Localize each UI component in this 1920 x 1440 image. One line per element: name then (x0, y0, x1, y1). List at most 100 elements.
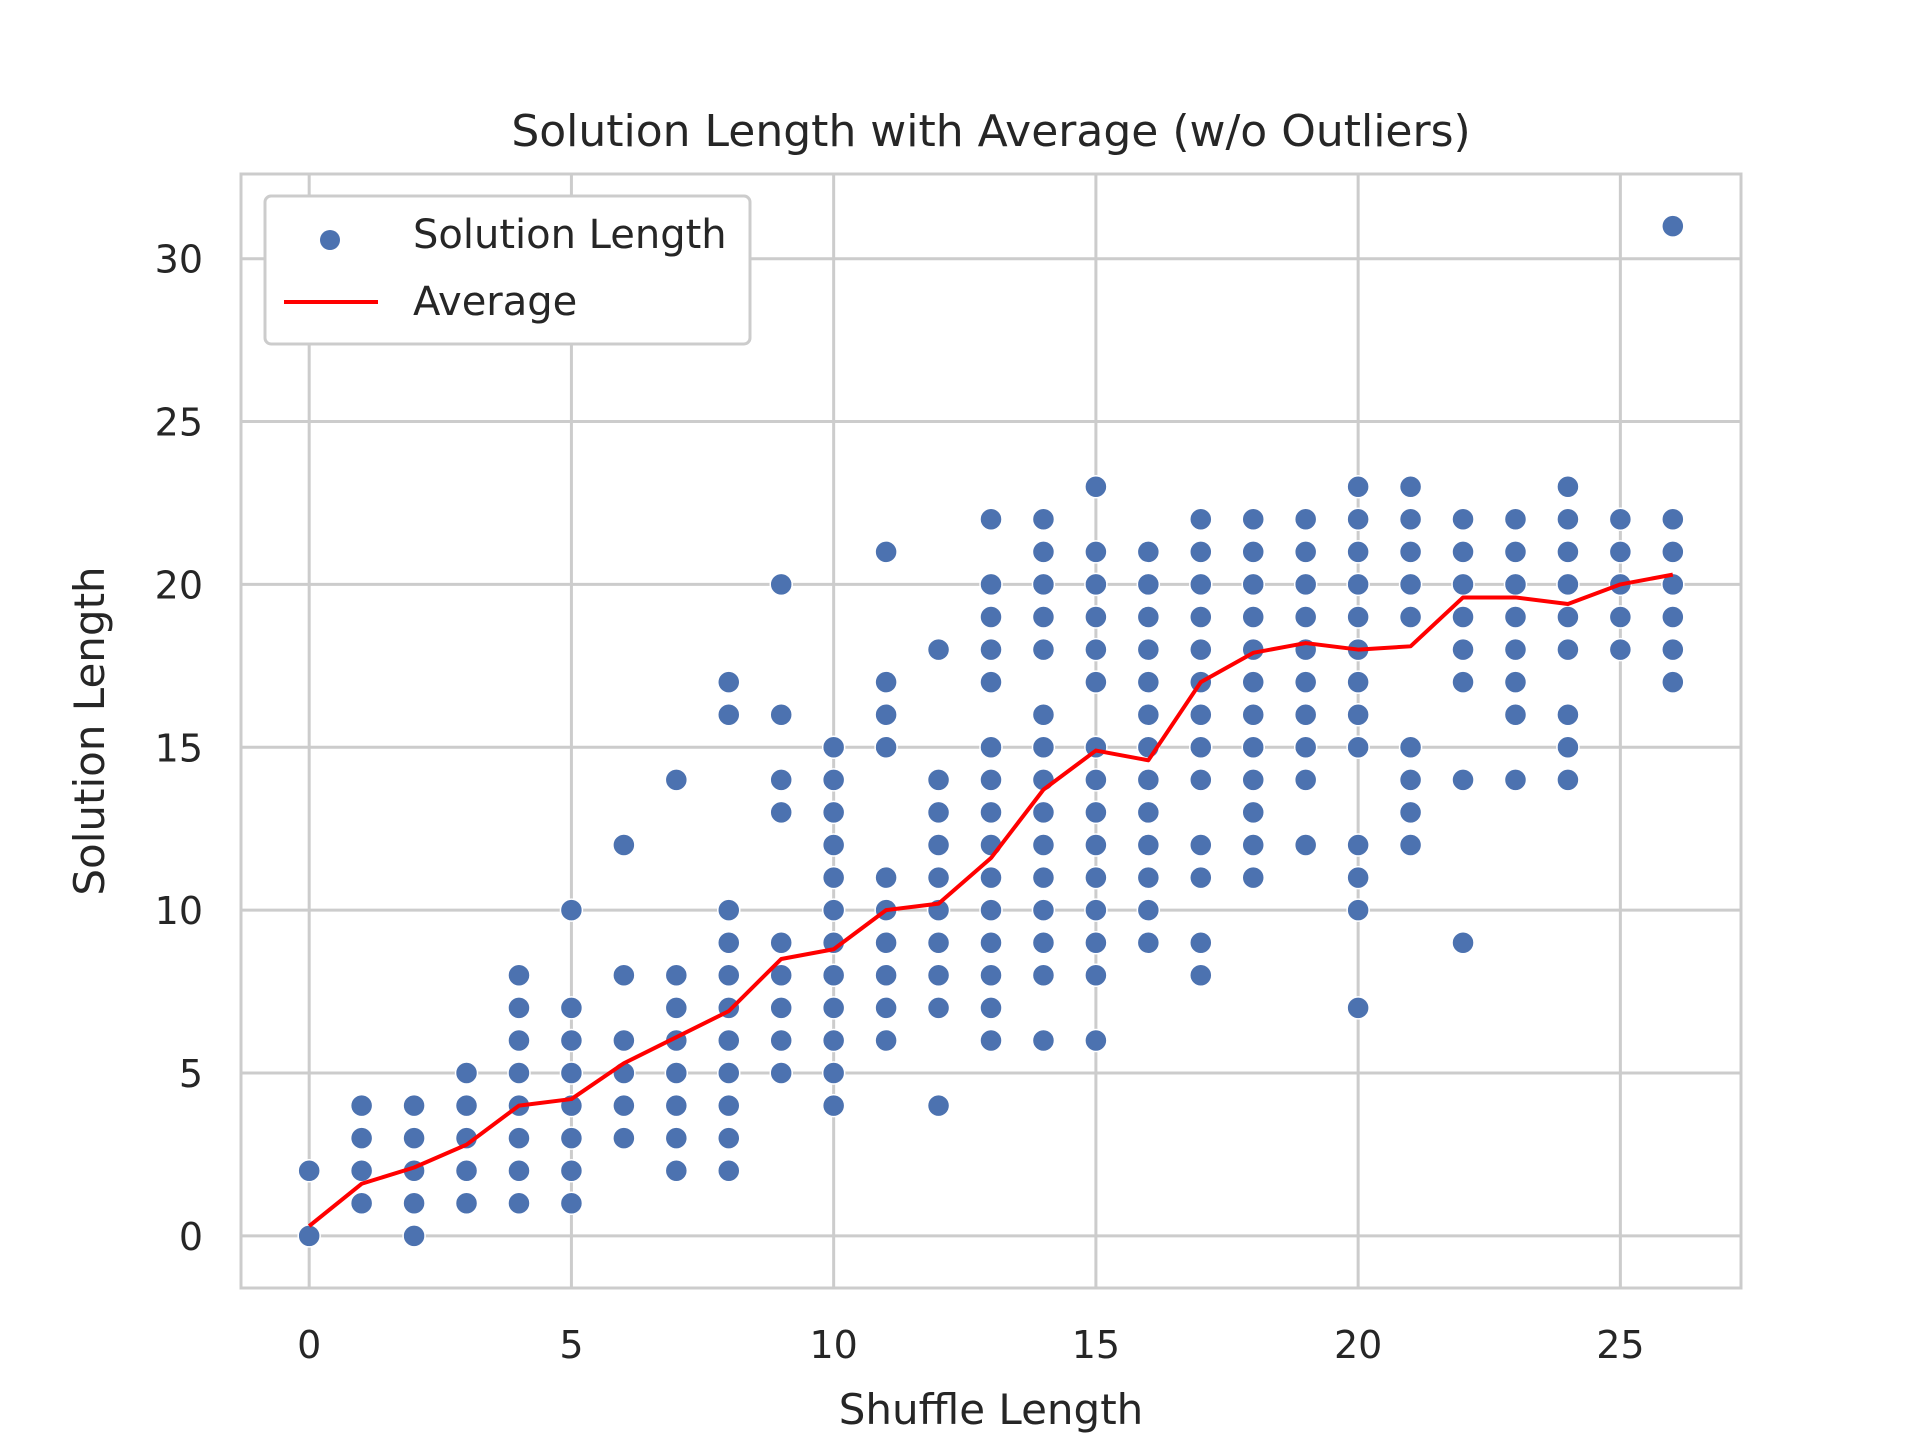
scatter-point (1503, 637, 1528, 662)
scatter-point (1398, 474, 1423, 499)
y-axis-label: Solution Length (65, 566, 114, 895)
scatter-point (717, 1061, 741, 1085)
scatter-point (1031, 507, 1056, 532)
y-tick-label-0: 0 (179, 1215, 203, 1259)
scatter-point (1398, 572, 1423, 597)
scatter-point (769, 702, 793, 727)
scatter-point (717, 963, 741, 988)
scatter-point (1398, 507, 1423, 532)
scatter-point (874, 540, 898, 564)
scatter-point (1084, 572, 1108, 597)
scatter-point (769, 963, 793, 988)
scatter-point (1136, 833, 1161, 857)
scatter-point (1398, 735, 1423, 760)
scatter-point (559, 1191, 584, 1216)
scatter-point (559, 1061, 584, 1085)
scatter-point (664, 1061, 689, 1085)
y-tick-label-5: 5 (179, 1052, 203, 1096)
x-tick-label-15: 15 (1072, 1323, 1120, 1367)
scatter-point (874, 670, 898, 694)
scatter-point (1503, 540, 1528, 564)
scatter-point (1031, 735, 1056, 760)
scatter-point (769, 572, 793, 597)
scatter-point (1293, 735, 1318, 760)
scatter-point (769, 1061, 793, 1085)
scatter-point (559, 1126, 584, 1150)
scatter-point (1084, 865, 1108, 890)
scatter-point (1241, 833, 1265, 857)
scatter-point (1346, 898, 1370, 922)
scatter-point (1556, 702, 1580, 727)
scatter-point (1661, 670, 1685, 694)
legend: Solution Length Average (263, 194, 752, 346)
scatter-point (1451, 930, 1475, 955)
scatter-point (1293, 605, 1318, 629)
scatter-point (1293, 833, 1318, 857)
scatter-point (1346, 474, 1370, 499)
scatter-point (612, 963, 636, 988)
scatter-point (1189, 637, 1213, 662)
scatter-point (1189, 833, 1213, 857)
scatter-point (1451, 768, 1475, 792)
scatter-point (1556, 540, 1580, 564)
scatter-point (507, 996, 531, 1020)
scatter-point (1189, 768, 1213, 792)
scatter-point (821, 768, 846, 792)
scatter-point (1346, 507, 1370, 532)
scatter-point (1398, 540, 1423, 564)
scatter-point (1346, 996, 1370, 1020)
legend-box (263, 194, 752, 346)
scatter-point (1398, 833, 1423, 857)
scatter-point (1661, 605, 1685, 629)
chart-title: Solution Length with Average (w/o Outlie… (511, 106, 1470, 157)
scatter-point (1346, 833, 1370, 857)
scatter-point (1241, 507, 1265, 532)
y-tick-label-15: 15 (155, 726, 203, 770)
scatter-point (612, 833, 636, 857)
scatter-point (402, 1191, 426, 1216)
scatter-point (1661, 214, 1685, 238)
scatter-point (1031, 865, 1056, 890)
scatter-point (926, 833, 951, 857)
scatter-point (1503, 572, 1528, 597)
scatter-point (979, 1028, 1003, 1053)
scatter-point (926, 996, 951, 1020)
scatter-point (1661, 540, 1685, 564)
scatter-point (1608, 637, 1633, 662)
scatter-point (926, 800, 951, 825)
scatter-point (769, 930, 793, 955)
scatter-point (926, 865, 951, 890)
scatter-point (1031, 572, 1056, 597)
scatter-point (1031, 540, 1056, 564)
scatter-point (1031, 1028, 1056, 1053)
scatter-point (821, 996, 846, 1020)
scatter-point (349, 1093, 374, 1118)
scatter-series (297, 214, 1685, 1248)
scatter-point (979, 898, 1003, 922)
scatter-point (1556, 572, 1580, 597)
scatter-point (507, 1191, 531, 1216)
scatter-point (349, 1158, 374, 1183)
scatter-point (402, 1093, 426, 1118)
scatter-point (874, 735, 898, 760)
scatter-point (1503, 507, 1528, 532)
scatter-point (926, 768, 951, 792)
scatter-point (1136, 865, 1161, 890)
y-tick-label-10: 10 (155, 889, 203, 933)
scatter-point (1556, 507, 1580, 532)
scatter-point (612, 1028, 636, 1053)
scatter-point (1189, 930, 1213, 955)
scatter-point (559, 996, 584, 1020)
scatter-point (717, 1126, 741, 1150)
scatter-point (1241, 735, 1265, 760)
scatter-point (1293, 507, 1318, 532)
scatter-point (979, 572, 1003, 597)
scatter-point (717, 898, 741, 922)
scatter-point (1136, 670, 1161, 694)
scatter-point (979, 605, 1003, 629)
scatter-point (1661, 507, 1685, 532)
scatter-point (1451, 637, 1475, 662)
scatter-point (821, 865, 846, 890)
scatter-point (454, 1191, 479, 1216)
